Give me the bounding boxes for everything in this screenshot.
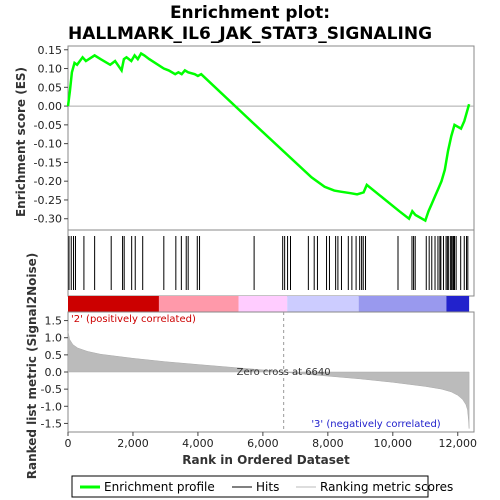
es-y-tick-label: -0.25 (34, 194, 62, 207)
metric-y-axis-label: Ranked list metric (Signal2Noise) (25, 253, 39, 480)
metric-y-tick-label: 0.0 (45, 366, 63, 379)
gradient-band (68, 296, 159, 312)
rank-x-tick-label: 12,000 (439, 437, 478, 450)
es-y-axis: 0.15 0.10 0.05 0.00 -0.05 -0.10 -0.15 -0.20 -0.2… (34, 44, 68, 226)
es-y-tick-label: 0.00 (38, 100, 63, 113)
rank-x-tick-label: 10,000 (374, 437, 413, 450)
metric-area (67, 330, 470, 429)
gradient-band (358, 296, 447, 312)
es-y-tick-label: 0.05 (38, 81, 63, 94)
negative-correlation-label: '3' (negatively correlated) (311, 419, 440, 430)
rank-x-tick-label: 6,000 (247, 437, 279, 450)
positive-correlation-label: '2' (positively correlated) (71, 314, 196, 325)
legend: Enrichment profile Hits Ranking metric s… (71, 475, 453, 498)
metric-y-tick-label: -0.5 (41, 383, 62, 396)
metric-panel: Zero cross at 6640 '2' (positively corre… (25, 253, 477, 480)
rank-x-tick-label: 8,000 (312, 437, 344, 450)
rank-x-axis-label: Rank in Ordered Dataset (182, 453, 350, 467)
metric-y-axis: 1.5 1.0 0.5 0.0 -0.5 -1.0 -1.5 (41, 315, 68, 430)
gradient-band (446, 296, 470, 312)
es-y-tick-label: -0.20 (34, 175, 62, 188)
es-y-tick-label: -0.10 (34, 138, 62, 151)
metric-y-tick-label: 1.0 (45, 332, 63, 345)
rank-x-tick-label: 2,000 (117, 437, 149, 450)
chart-title-line2: HALLMARK_IL6_JAK_STAT3_SIGNALING (68, 24, 432, 44)
rank-x-tick-label: 0 (65, 437, 72, 450)
gradient-band (238, 296, 288, 312)
metric-y-tick-label: 0.5 (45, 349, 63, 362)
metric-area-path (67, 330, 470, 429)
es-y-tick-label: 0.10 (38, 63, 63, 76)
ranking-gradient-bar (68, 296, 470, 312)
hit-lines (68, 236, 469, 290)
es-y-tick-label: -0.15 (34, 156, 62, 169)
gradient-band (158, 296, 239, 312)
es-series-line (66, 51, 471, 223)
legend-metric-label: Ranking metric scores (320, 480, 453, 494)
es-panel: 0.15 0.10 0.05 0.00 -0.05 -0.10 -0.15 -0.20 -0.2… (14, 44, 475, 231)
es-y-tick-label: 0.15 (38, 44, 63, 57)
legend-enrichment-label: Enrichment profile (104, 480, 215, 494)
es-series-group (66, 51, 471, 223)
es-y-axis-label: Enrichment score (ES) (14, 67, 28, 217)
es-y-tick-label: -0.30 (34, 213, 62, 226)
es-y-tick-label: -0.05 (34, 119, 62, 132)
metric-y-tick-label: -1.5 (41, 417, 62, 430)
hits-panel (67, 229, 475, 297)
legend-hits-label: Hits (256, 480, 279, 494)
zero-cross-label: Zero cross at 6640 (237, 367, 331, 378)
gradient-band (287, 296, 359, 312)
chart-title-line1: Enrichment plot: (170, 3, 330, 23)
rank-x-axis: 0 2,000 4,000 6,000 8,000 10,000 12,000 (65, 432, 478, 450)
rank-x-tick-label: 4,000 (182, 437, 214, 450)
metric-y-tick-label: 1.5 (45, 315, 63, 328)
metric-y-tick-label: -1.0 (41, 400, 62, 413)
